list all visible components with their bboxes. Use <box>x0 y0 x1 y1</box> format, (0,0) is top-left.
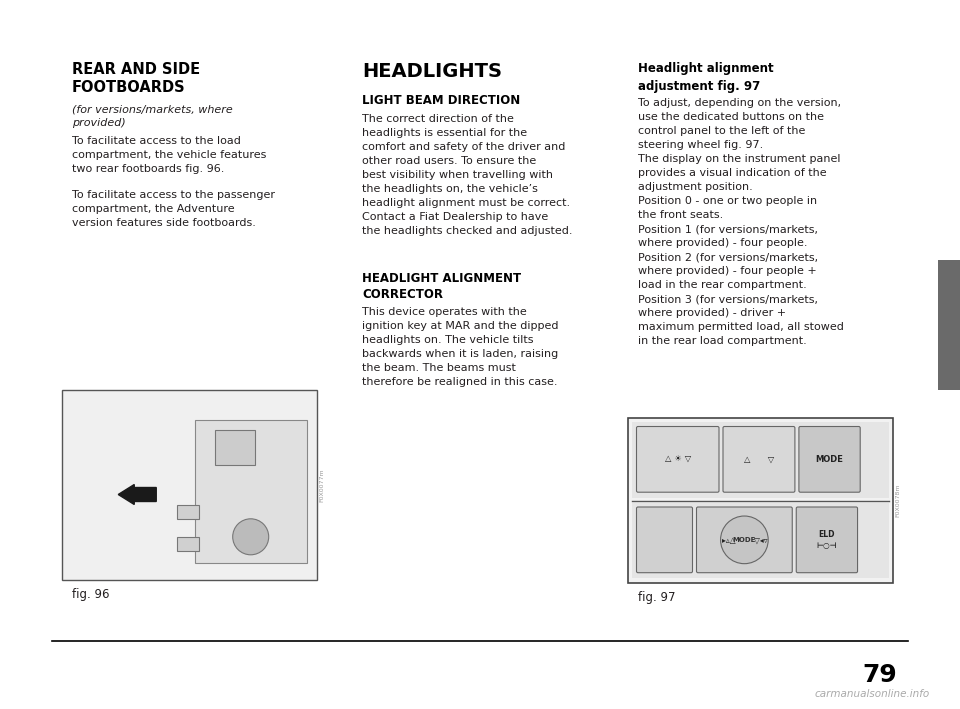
Bar <box>177 505 199 518</box>
Text: REAR AND SIDE: REAR AND SIDE <box>72 62 200 77</box>
Text: fig. 97: fig. 97 <box>638 591 676 604</box>
Text: carmanualsonline.info: carmanualsonline.info <box>815 689 930 699</box>
Circle shape <box>721 516 768 564</box>
Text: Headlight alignment
adjustment fig. 97: Headlight alignment adjustment fig. 97 <box>638 62 774 93</box>
FancyArrow shape <box>118 484 156 505</box>
Text: FOOTBOARDS: FOOTBOARDS <box>72 80 185 95</box>
Bar <box>215 430 254 465</box>
Text: To facilitate access to the load
compartment, the vehicle features
two rear foot: To facilitate access to the load compart… <box>72 136 266 174</box>
Bar <box>632 422 889 498</box>
FancyBboxPatch shape <box>796 507 857 573</box>
Text: F0X0077m: F0X0077m <box>319 468 324 502</box>
Text: △      ▽: △ ▽ <box>744 455 774 464</box>
Text: 79: 79 <box>863 663 898 687</box>
Text: HEADLIGHTS: HEADLIGHTS <box>362 62 502 81</box>
Text: LIGHT BEAM DIRECTION: LIGHT BEAM DIRECTION <box>362 94 520 107</box>
Text: △ ☀ ▽: △ ☀ ▽ <box>664 455 691 464</box>
Text: MODE: MODE <box>816 455 844 464</box>
Bar <box>62 390 317 580</box>
Circle shape <box>232 519 269 555</box>
Text: The correct direction of the
headlights is essential for the
comfort and safety : The correct direction of the headlights … <box>362 114 572 236</box>
Text: HEADLIGHT ALIGNMENT
CORRECTOR: HEADLIGHT ALIGNMENT CORRECTOR <box>362 272 521 301</box>
Text: (for versions/markets, where
provided): (for versions/markets, where provided) <box>72 104 232 128</box>
FancyBboxPatch shape <box>636 427 719 492</box>
Text: This device operates with the
ignition key at MAR and the dipped
headlights on. : This device operates with the ignition k… <box>362 307 559 387</box>
Text: To facilitate access to the passenger
compartment, the Adventure
version feature: To facilitate access to the passenger co… <box>72 190 275 228</box>
Bar <box>628 418 893 583</box>
Text: To adjust, depending on the version,
use the dedicated buttons on the
control pa: To adjust, depending on the version, use… <box>638 98 844 346</box>
Bar <box>938 260 960 390</box>
FancyBboxPatch shape <box>723 427 795 492</box>
FancyBboxPatch shape <box>636 507 692 573</box>
Bar <box>195 420 307 562</box>
FancyBboxPatch shape <box>697 507 792 573</box>
Text: MODE: MODE <box>732 537 756 543</box>
Text: ELD
⊢○⊣: ELD ⊢○⊣ <box>817 530 837 549</box>
Text: fig. 96: fig. 96 <box>72 588 109 601</box>
FancyBboxPatch shape <box>799 427 860 492</box>
Bar <box>177 537 199 551</box>
Text: F0X0078m: F0X0078m <box>895 484 900 518</box>
Bar <box>632 503 889 579</box>
Text: ▸▵△       ▽◂▿: ▸▵△ ▽◂▿ <box>722 535 767 545</box>
